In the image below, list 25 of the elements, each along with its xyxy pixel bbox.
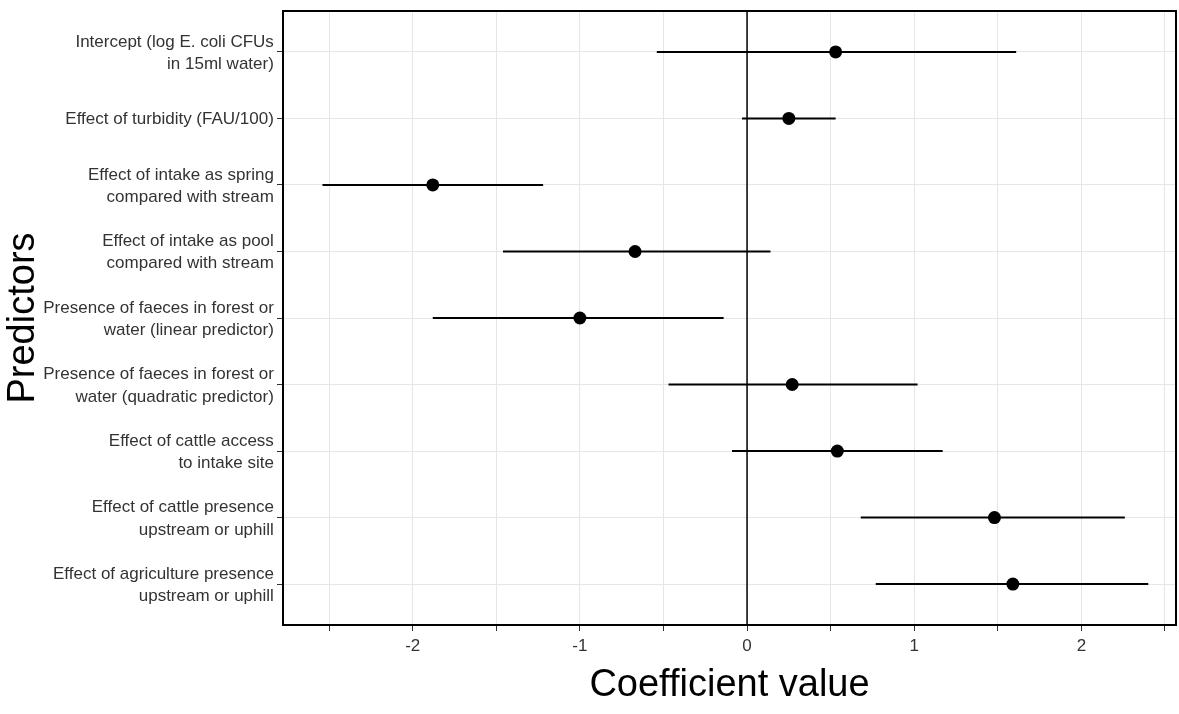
point — [785, 378, 799, 392]
point — [830, 444, 844, 458]
point — [829, 45, 843, 59]
x-tick-label: 2 — [1076, 636, 1087, 656]
y-tick-label: Presence of faeces in forest or water (linear predictor) — [43, 297, 275, 339]
y-tick-label: Effect of intake as spring compared with stream — [87, 164, 274, 206]
point — [628, 244, 642, 258]
point — [987, 511, 1001, 525]
x-tick-label: -2 — [405, 636, 421, 656]
point — [573, 311, 587, 325]
point — [782, 111, 796, 125]
y-tick-label: Presence of faeces in forest or water (quadratic predictor) — [43, 364, 275, 406]
point — [1006, 577, 1020, 591]
x-tick-label: 0 — [742, 636, 752, 656]
y-axis-title: Predictors — [0, 232, 42, 404]
x-tick-label: -1 — [572, 636, 588, 656]
y-tick-label: Intercept (log E. coli CFUs in 15ml water) — [75, 31, 274, 73]
y-tick-label: Effect of cattle access to intake site — [108, 430, 274, 473]
x-tick-label: 1 — [909, 636, 919, 656]
point — [426, 178, 440, 192]
x-axis-title: Coefficient value — [589, 661, 870, 704]
y-tick-label: Effect of turbidity (FAU/100) — [65, 109, 274, 129]
y-tick-label: Effect of agriculture presence upstream or uphill — [53, 563, 274, 606]
y-tick-label: Effect of cattle presence upstream or uphill — [91, 497, 274, 539]
y-tick-label: Effect of intake as pool compared with stream — [102, 231, 274, 273]
